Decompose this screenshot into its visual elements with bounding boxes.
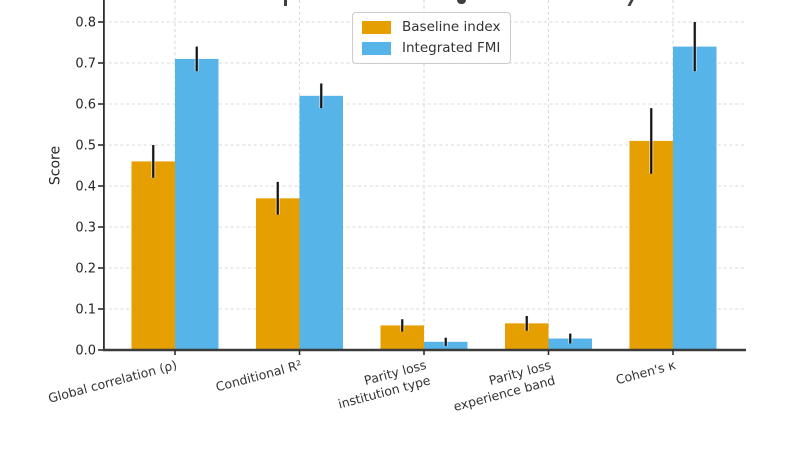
y-tick-label: 0.4 — [75, 180, 96, 195]
legend-label: Baseline index — [402, 19, 501, 35]
legend-swatch-baseline-index — [362, 20, 391, 34]
y-tick-label: 0.5 — [75, 139, 96, 154]
bar-integrated-fmi — [548, 338, 592, 350]
y-tick-label: 0.2 — [75, 262, 96, 277]
y-tick-label: 0.7 — [75, 57, 96, 72]
clipped-title-glyph-fragment — [284, 0, 287, 6]
bar-baseline-index — [629, 140, 673, 350]
legend: Baseline index Integrated FMI — [352, 12, 512, 64]
y-axis-label: Score — [47, 145, 64, 186]
bar-integrated-fmi — [175, 58, 219, 351]
bar-baseline-index — [256, 198, 300, 350]
legend-item-baseline-index: Baseline index — [362, 19, 500, 35]
y-tick-label: 0.0 — [75, 344, 96, 359]
y-tick-label: 0.1 — [75, 303, 96, 318]
legend-label: Integrated FMI — [402, 40, 501, 56]
y-tick-label: 0.8 — [75, 16, 96, 31]
bar-baseline-index — [131, 161, 175, 350]
clipped-title-glyph-fragment — [457, 0, 466, 4]
legend-swatch-integrated-fmi — [362, 41, 391, 55]
bar-integrated-fmi — [673, 46, 717, 350]
y-tick-label: 0.3 — [75, 221, 96, 236]
bar-integrated-fmi — [299, 95, 343, 350]
legend-item-integrated-fmi: Integrated FMI — [362, 40, 500, 56]
y-tick-label: 0.6 — [75, 98, 96, 113]
